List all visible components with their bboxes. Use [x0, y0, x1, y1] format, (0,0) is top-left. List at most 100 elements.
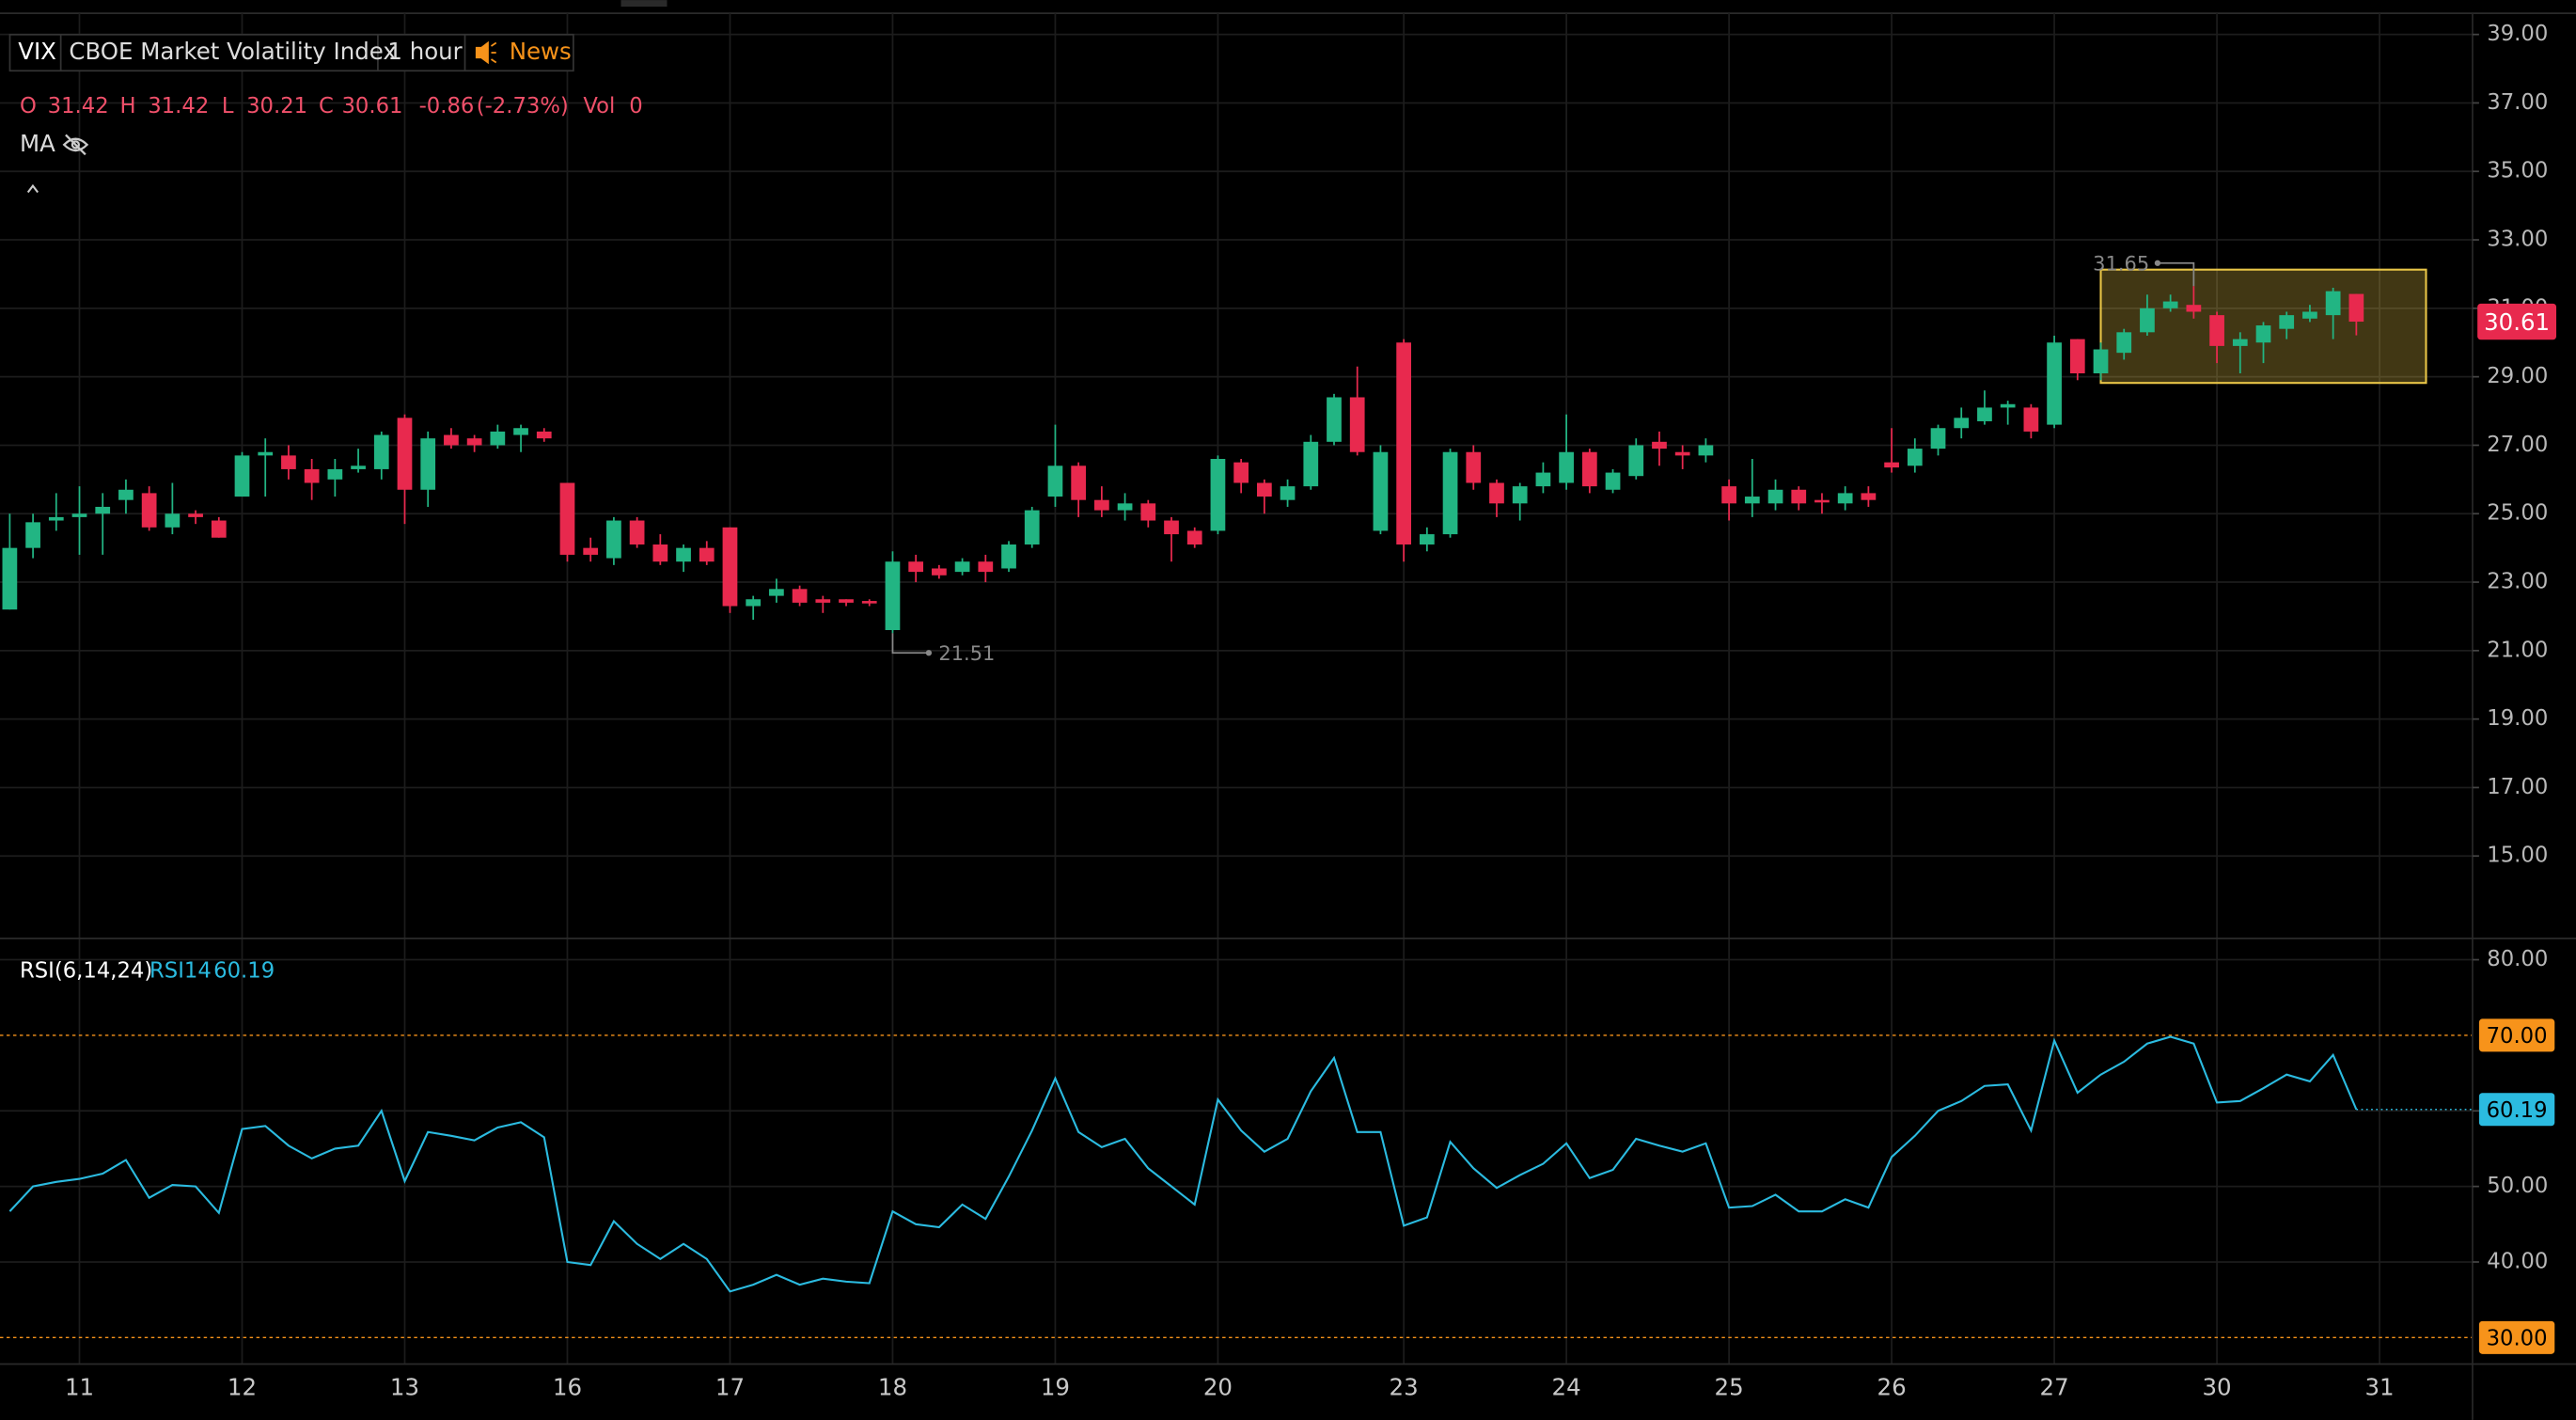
candle-body [2209, 315, 2224, 346]
level-tag [2478, 1018, 2555, 1052]
candle-body [1884, 462, 1899, 468]
candle-body [1442, 451, 1458, 535]
interval[interactable]: 1 hour [387, 38, 463, 65]
candle-body [1744, 497, 1760, 504]
y-tick-label: 25.00 [2487, 501, 2548, 526]
y-tick-label: 39.00 [2487, 22, 2548, 46]
x-tick-label: 19 [1041, 1374, 1070, 1401]
x-tick-label: 17 [715, 1374, 745, 1401]
y-tick-label: 27.00 [2487, 433, 2548, 457]
candle-body [1186, 530, 1202, 545]
candle-body [444, 434, 459, 446]
candle-body [2140, 308, 2155, 333]
candle-body [95, 506, 111, 514]
x-tick-label: 30 [2203, 1374, 2232, 1401]
level-label: 30.00 [2487, 1327, 2548, 1351]
candle-body [373, 434, 389, 469]
ohlc-label: O [20, 94, 37, 118]
candle-body [1047, 465, 1063, 497]
candle-body [1419, 534, 1435, 545]
candle-body [1581, 451, 1597, 487]
candle-body [304, 468, 320, 483]
candle-body [165, 513, 181, 528]
candle-body [2047, 342, 2062, 425]
candle-body [188, 513, 203, 517]
candle-body [420, 438, 436, 490]
level-tag [2478, 1320, 2555, 1354]
candle-body [1791, 489, 1807, 504]
x-tick-label: 27 [2040, 1374, 2069, 1401]
hide-icon[interactable] [62, 134, 89, 156]
y-tick-label: 23.00 [2487, 570, 2548, 594]
candle-body [1373, 451, 1389, 531]
candle-body [1466, 451, 1482, 483]
symbol-name[interactable]: CBOE Market Volatility Index [69, 38, 396, 65]
y-tick-label: 17.00 [2487, 775, 2548, 799]
candle-body [1071, 465, 1087, 500]
y-tick-label: 33.00 [2487, 228, 2548, 252]
ohlc-value: 30.61 [341, 94, 402, 118]
candle-body [2302, 311, 2317, 319]
x-tick-label: 24 [1552, 1374, 1581, 1401]
rsi-title: RSI(6,14,24) [20, 958, 152, 983]
ohlc-label: H [120, 94, 136, 118]
y-tick-label: 21.00 [2487, 638, 2548, 662]
candle-body [1164, 520, 1179, 535]
news-icon[interactable] [475, 40, 497, 65]
candle-body [2255, 325, 2271, 343]
x-tick-label: 31 [2364, 1374, 2394, 1401]
x-tick-label: 23 [1390, 1374, 1419, 1401]
last-price-tag [2477, 303, 2557, 340]
candle-body [1535, 472, 1551, 487]
candle-body [1977, 407, 1992, 421]
candle-body [2162, 301, 2178, 308]
candle-body [722, 527, 738, 607]
candle-body [2348, 293, 2364, 323]
candle-body [839, 599, 854, 603]
candle-body [1117, 503, 1133, 511]
indicator-label[interactable]: MA [20, 130, 55, 157]
y-tick-label: 35.00 [2487, 159, 2548, 183]
candle-body [932, 568, 947, 576]
y-tick-label: 50.00 [2487, 1174, 2548, 1198]
high-marker-label: 31.65 [2093, 252, 2149, 275]
high-marker-line [2157, 261, 2195, 287]
symbol[interactable]: VIX [18, 38, 56, 65]
candle-body [2232, 339, 2248, 346]
low-marker-line [891, 633, 929, 655]
candle-body [699, 547, 715, 562]
candle-body [1559, 451, 1574, 483]
candle-body [1280, 486, 1296, 500]
candle-body [1767, 489, 1783, 504]
news[interactable]: News [510, 38, 572, 65]
candle-body [1721, 486, 1736, 504]
last-value-label: 60.19 [2487, 1098, 2548, 1123]
candle-body [2279, 315, 2295, 329]
candle-body [1396, 342, 1411, 545]
x-tick-label: 12 [228, 1374, 257, 1401]
low-marker-label: 21.51 [938, 642, 995, 665]
candle-body [606, 520, 621, 559]
volume: 0 [629, 94, 642, 118]
candle-body [1814, 499, 1830, 503]
candle-body [815, 599, 831, 603]
candle-body [583, 547, 599, 555]
candle-body [1489, 482, 1504, 504]
candle-body [1512, 486, 1528, 504]
candle-body [1930, 428, 1946, 450]
x-tick-label: 26 [1877, 1374, 1907, 1401]
change-pct: (-2.73%) [477, 94, 569, 118]
candle-body [652, 544, 668, 562]
candle-body [536, 431, 552, 439]
change: -0.86 [419, 94, 475, 118]
candle-body [211, 520, 227, 538]
candle-body [1094, 499, 1109, 511]
candle-body [1698, 445, 1714, 456]
y-tick-label: 15.00 [2487, 844, 2548, 868]
candle-body [629, 520, 645, 545]
candle-body [2, 547, 18, 610]
rsi-last-value: 60.19 [213, 958, 275, 983]
collapse-icon[interactable] [26, 183, 39, 194]
candle-body [48, 516, 64, 521]
